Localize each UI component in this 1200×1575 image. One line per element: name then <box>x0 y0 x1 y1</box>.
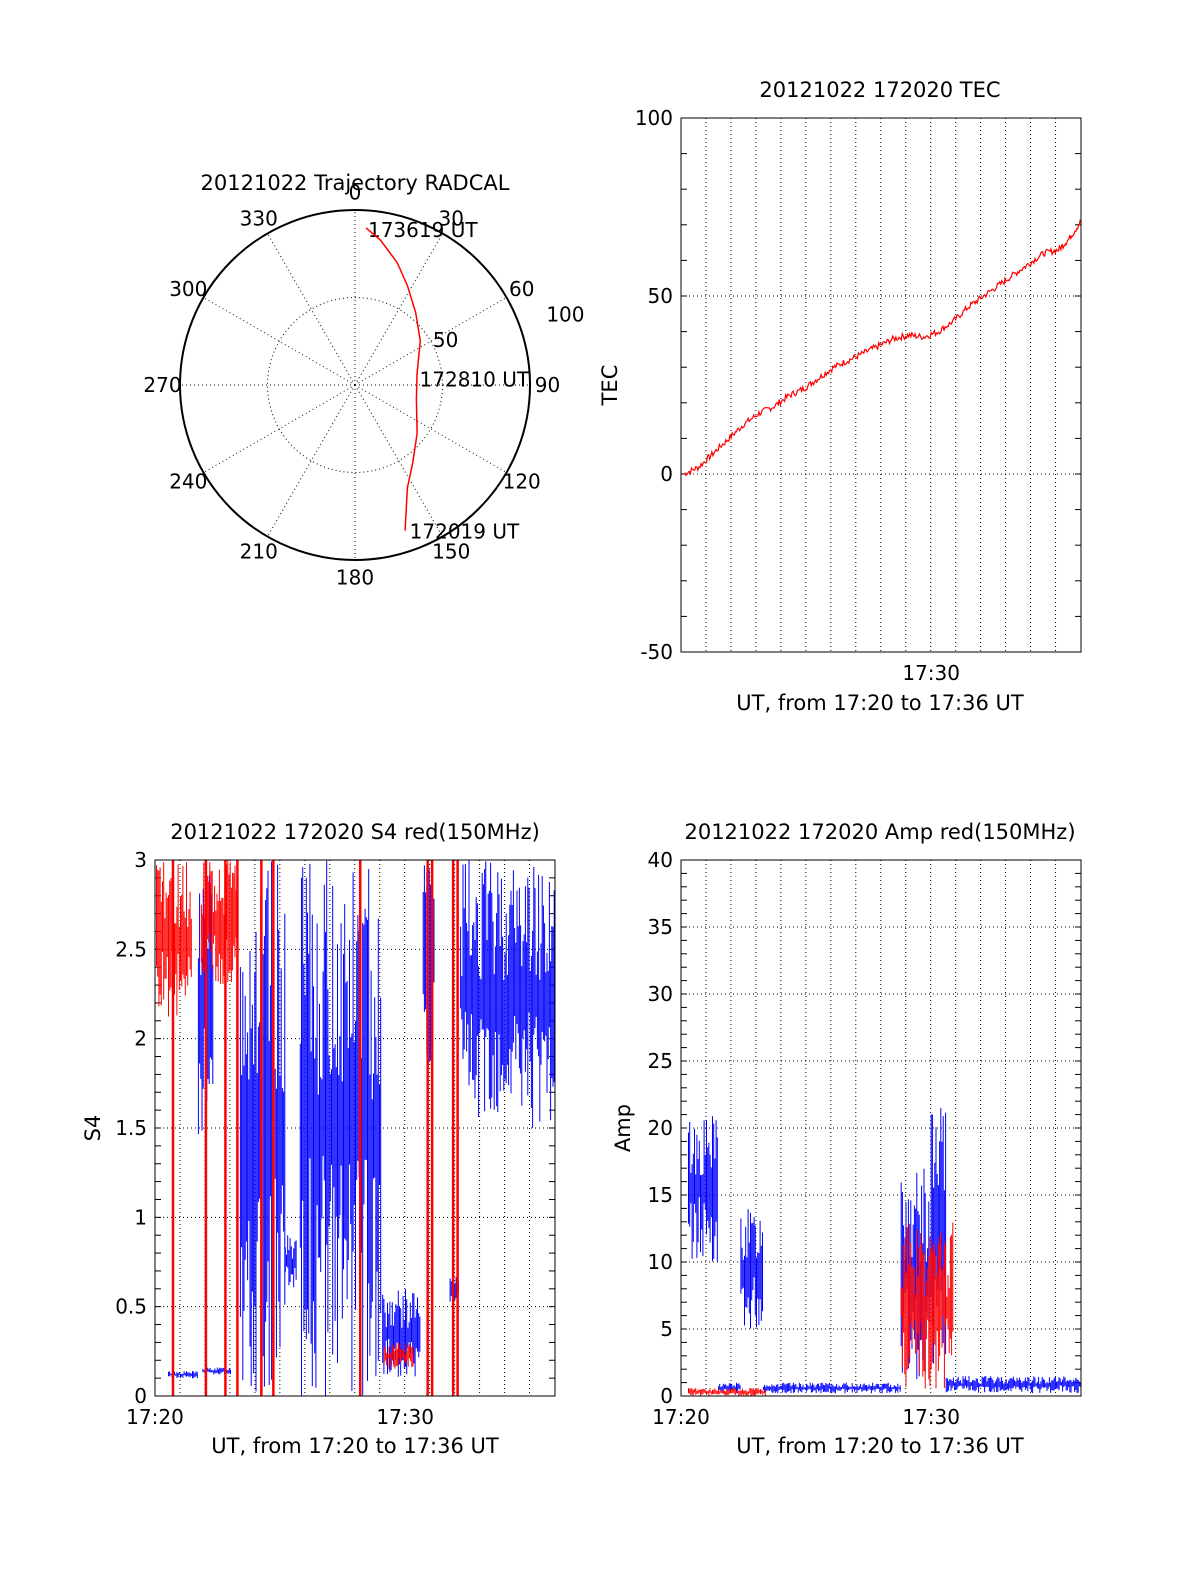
tec-xlabel: UT, from 17:20 to 17:36 UT <box>736 691 1024 715</box>
amp-series-segment <box>688 1116 718 1262</box>
amp-series-segment <box>740 1209 763 1329</box>
polar-angle-label: 0 <box>349 181 362 205</box>
s4-ytick-label: 2 <box>134 1027 147 1051</box>
tec-ytick-label: -50 <box>640 640 673 664</box>
s4-series-segment <box>299 860 382 1396</box>
trajectory-line <box>365 227 422 531</box>
s4-plot-frame <box>154 859 556 1397</box>
amp-series-segment <box>900 1222 954 1389</box>
s4-ytick-label: 0 <box>134 1384 147 1408</box>
s4-series-segment <box>168 1371 198 1379</box>
tec-ytick-label: 0 <box>660 462 673 486</box>
amp-title: 20121022 172020 Amp red(150MHz) <box>684 820 1075 844</box>
polar-outer-ring <box>179 209 531 561</box>
amp-ytick-label: 25 <box>648 1049 673 1073</box>
amp-ylabel: Amp <box>611 1104 635 1152</box>
polar-angle-label: 120 <box>503 469 541 493</box>
polar-angle-label: 300 <box>169 277 207 301</box>
trajectory-time-label: 172019 UT <box>410 520 520 544</box>
amp-ytick-label: 35 <box>648 915 673 939</box>
polar-angle-label: 270 <box>143 373 181 397</box>
amp-ytick-label: 10 <box>648 1250 673 1274</box>
polar-angle-label: 60 <box>509 277 534 301</box>
s4-ytick-label: 0.5 <box>115 1295 147 1319</box>
amp-xtick-label: 17:20 <box>652 1405 710 1429</box>
s4-xtick-label: 17:30 <box>376 1405 434 1429</box>
amp-chart: 20121022 172020 Amp red(150MHz) UT, from… <box>611 820 1082 1458</box>
amp-series-segment <box>762 1382 901 1394</box>
s4-series-segment <box>284 1235 297 1288</box>
tec-series-line <box>683 219 1082 477</box>
s4-ylabel: S4 <box>81 1115 105 1142</box>
s4-ytick-label: 1.5 <box>115 1116 147 1140</box>
s4-series-segment <box>382 1289 421 1377</box>
polar-spoke <box>354 233 443 386</box>
polar-title: 20121022 Trajectory RADCAL <box>201 171 510 195</box>
polar-angle-label: 150 <box>432 540 470 564</box>
polar-angle-label: 330 <box>240 206 278 230</box>
polar-spoke <box>267 233 356 386</box>
s4-chart: 20121022 172020 S4 red(150MHz) UT, from … <box>81 820 556 1458</box>
amp-ytick-label: 0 <box>660 1384 673 1408</box>
polar-radial-label: 50 <box>433 328 458 352</box>
amp-xlabel: UT, from 17:20 to 17:36 UT <box>736 1434 1024 1458</box>
s4-ytick-label: 1 <box>134 1205 147 1229</box>
amp-ytick-label: 5 <box>660 1317 673 1341</box>
s4-xtick-label: 17:20 <box>126 1405 184 1429</box>
tec-xtick-label: 17:30 <box>902 661 960 685</box>
amp-ytick-label: 20 <box>648 1116 673 1140</box>
tec-ytick-label: 100 <box>635 106 673 130</box>
polar-angle-label: 90 <box>535 373 560 397</box>
amp-xtick-label: 17:30 <box>902 1405 960 1429</box>
polar-spoke <box>354 384 507 473</box>
s4-series-segment <box>383 1342 414 1370</box>
tec-plot-frame <box>680 117 1082 653</box>
amp-ytick-label: 40 <box>648 848 673 872</box>
tec-ylabel: TEC <box>598 365 622 407</box>
trajectory-time-label: 172810 UT <box>420 367 530 391</box>
s4-series-segment <box>460 860 555 1128</box>
polar-angle-label: 210 <box>240 540 278 564</box>
trajectory-time-label: 173619 UT <box>368 218 478 242</box>
s4-ytick-label: 2.5 <box>115 937 147 961</box>
amp-plot-frame <box>680 859 1082 1397</box>
s4-title: 20121022 172020 S4 red(150MHz) <box>170 820 540 844</box>
amp-ytick-label: 30 <box>648 982 673 1006</box>
s4-ytick-label: 3 <box>134 848 147 872</box>
amp-series-segment <box>688 1388 766 1396</box>
polar-radial-label: 100 <box>546 302 584 326</box>
tec-title: 20121022 172020 TEC <box>759 78 1000 102</box>
polar-angle-label: 30 <box>439 206 464 230</box>
s4-xlabel: UT, from 17:20 to 17:36 UT <box>211 1434 499 1458</box>
amp-ytick-label: 15 <box>648 1183 673 1207</box>
tec-chart: 20121022 172020 TEC UT, from 17:20 to 17… <box>598 78 1082 715</box>
tec-ytick-label: 50 <box>648 284 673 308</box>
polar-radial-ring <box>267 297 443 473</box>
trajectory-polar-chart: 20121022 Trajectory RADCAL 0 30 60 90 120 150… <box>143 171 584 590</box>
s4-series-segment <box>239 861 286 1392</box>
polar-spoke <box>354 384 443 537</box>
polar-angle-label: 240 <box>169 469 207 493</box>
amp-series-segment <box>945 1375 1082 1394</box>
polar-spoke <box>267 384 356 537</box>
polar-angle-label: 180 <box>336 566 374 590</box>
